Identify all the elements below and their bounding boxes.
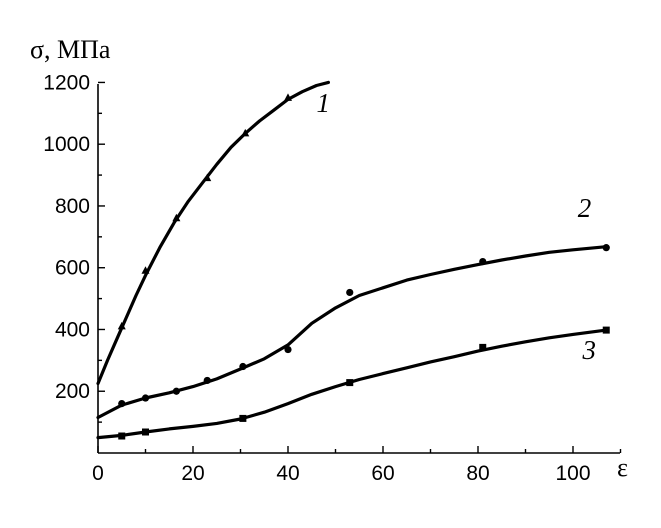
x-tick-label: 40 — [276, 462, 299, 485]
y-tick-label: 600 — [55, 257, 90, 280]
series-2-point — [141, 394, 150, 402]
x-tick-label: 20 — [181, 462, 204, 485]
series-2-point — [118, 399, 126, 408]
y-tick-label: 200 — [55, 380, 90, 403]
curve-label-3: 3 — [582, 335, 597, 365]
series-1-point — [141, 266, 150, 274]
y-tick-label: 1000 — [43, 133, 90, 156]
x-tick-label: 80 — [466, 462, 489, 485]
y-tick-label: 800 — [55, 195, 90, 218]
series-2-line — [96, 245, 608, 420]
series-1-point — [117, 321, 126, 330]
series-2-point — [346, 288, 354, 297]
series-3-point — [142, 428, 149, 436]
series-1-point — [172, 213, 181, 222]
series-3-point — [346, 379, 354, 387]
x-tick-label: 0 — [92, 462, 104, 485]
y-tick-label: 400 — [55, 318, 90, 341]
series-1-point — [284, 93, 292, 101]
series-1-point — [203, 173, 212, 182]
series-3-point — [479, 343, 487, 351]
curve-label-1: 1 — [317, 88, 331, 118]
series-3-point — [118, 432, 126, 440]
series-2-point — [172, 387, 180, 395]
curve-label-2: 2 — [578, 193, 592, 223]
series-3-point — [602, 326, 610, 334]
series-3-point — [239, 414, 247, 422]
series-2-point — [479, 257, 487, 266]
y-axis-label: σ, МПа — [30, 35, 111, 64]
labels: 1 2 3 — [317, 88, 597, 365]
series-1-point — [241, 128, 250, 137]
series-group — [96, 80, 610, 440]
series-2-point — [239, 362, 247, 371]
ticks: 200 400 600 800 1000 1200 0 20 40 60 80 100 — [43, 71, 622, 485]
series-2-point — [284, 345, 292, 354]
x-axis-label: ε — [617, 453, 628, 482]
x-tick-label: 100 — [555, 462, 590, 485]
x-tick-label: 60 — [371, 462, 394, 485]
y-tick-label: 1200 — [43, 71, 90, 94]
axes — [97, 84, 620, 454]
series-2-point — [602, 244, 610, 252]
series-2-point — [203, 376, 211, 385]
